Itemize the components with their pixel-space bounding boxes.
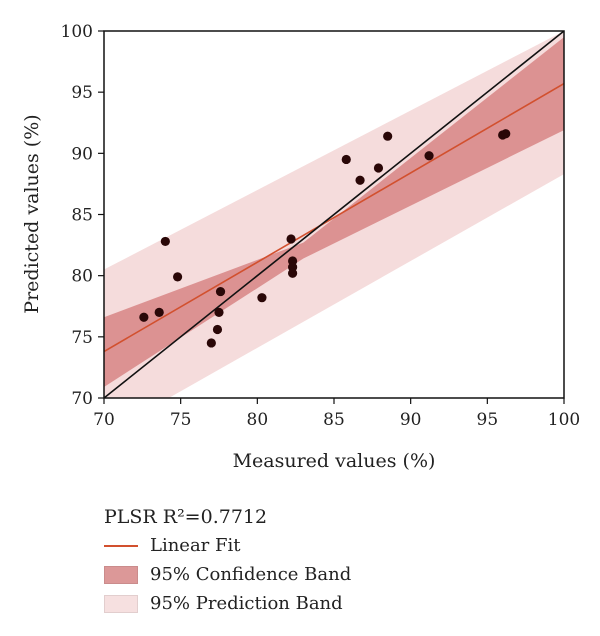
data-point [383,131,393,141]
data-point [139,312,149,322]
data-point [212,324,223,335]
data-point [160,236,170,247]
x-tick-label: 70 [93,410,115,430]
legend-item-linear-fit: Linear Fit [104,531,404,560]
chart: 70 75 80 85 90 95 100 70 75 80 85 90 95 100 Measured… [21,22,580,472]
data-point [257,293,267,303]
confidence-band [104,37,564,387]
legend-label: Linear Fit [150,535,241,556]
x-tick-label: 75 [170,410,192,430]
x-axis: 70 75 80 85 90 95 100 [93,398,580,430]
y-axis-title: Predicted values (%) [21,114,43,313]
data-point [286,234,296,244]
x-tick-label: 90 [400,410,422,430]
data-point [424,151,434,161]
legend-label: 95% Confidence Band [150,564,352,585]
y-tick-label: 80 [71,267,93,287]
data-point [341,154,351,165]
data-point [288,268,298,278]
x-tick-label: 100 [548,410,580,430]
data-point [173,272,183,282]
y-tick-label: 85 [71,206,93,226]
identity-line [104,31,564,398]
confidence-band-swatch [104,565,138,584]
legend-title: PLSR R²=0.7712 [104,506,268,528]
legend-item-prediction-band: 95% Prediction Band [104,589,404,618]
linear-fit-line [104,82,564,353]
y-tick-label: 75 [71,328,93,348]
y-tick-label: 95 [71,83,93,103]
data-point [154,307,164,317]
points-layer [139,129,511,348]
data-point [355,175,365,185]
data-point [206,338,216,348]
data-point [214,307,224,317]
y-tick-label: 100 [61,22,93,42]
lines-layer [104,31,564,398]
data-point [373,163,384,173]
y-tick-label: 70 [71,389,93,409]
linear-fit-swatch [104,544,138,547]
bands-layer [104,31,564,398]
x-tick-label: 80 [247,410,269,430]
x-axis-title: Measured values (%) [233,450,436,472]
x-tick-label: 95 [477,410,499,430]
prediction-band-swatch [104,594,138,613]
x-tick-label: 85 [323,410,345,430]
legend-label: 95% Prediction Band [150,593,343,614]
data-point [501,129,511,139]
legend-item-confidence-band: 95% Confidence Band [104,560,404,589]
y-axis: 70 75 80 85 90 95 100 [61,22,104,409]
y-tick-label: 90 [71,144,93,164]
data-point [215,286,226,297]
legend: PLSR R²=0.7712 Linear Fit 95% Confidence… [104,503,404,618]
